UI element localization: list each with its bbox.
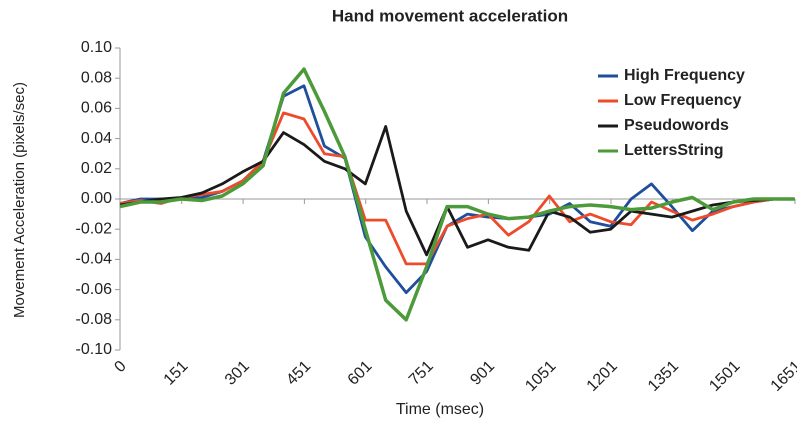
x-tick-label: 1351 bbox=[645, 358, 682, 395]
x-tick-label: 151 bbox=[161, 358, 192, 389]
y-tick-label: 0.08 bbox=[81, 69, 112, 86]
y-tick-label: -0.02 bbox=[76, 220, 113, 237]
y-tick-label: 0.04 bbox=[81, 130, 112, 147]
x-tick-label: 0 bbox=[111, 358, 129, 376]
y-tick-label: 0.00 bbox=[81, 190, 112, 207]
chart-title: Hand movement acceleration bbox=[332, 6, 568, 25]
x-tick-label: 751 bbox=[406, 358, 437, 389]
y-axis-label: Movement Acceleration (pixels/sec) bbox=[11, 82, 28, 318]
series-line bbox=[119, 125, 795, 257]
x-tick-label: 901 bbox=[467, 358, 498, 389]
x-tick-label: 451 bbox=[283, 358, 314, 389]
legend-label: LettersString bbox=[624, 142, 724, 159]
legend-label: High Frequency bbox=[624, 67, 745, 84]
y-tick-label: -0.04 bbox=[76, 251, 113, 268]
legend-label: Pseudowords bbox=[624, 117, 729, 134]
x-tick-label: 1501 bbox=[706, 358, 743, 395]
y-tick-label: -0.08 bbox=[76, 311, 113, 328]
series-line bbox=[119, 111, 795, 266]
y-tick-label: 0.02 bbox=[81, 160, 112, 177]
x-tick-label: 1051 bbox=[522, 358, 559, 395]
x-tick-label: 1651 bbox=[768, 358, 797, 395]
y-tick-label: -0.10 bbox=[76, 341, 113, 358]
x-tick-label: 301 bbox=[222, 358, 253, 389]
y-tick-label: 0.10 bbox=[81, 39, 112, 56]
x-axis-label: Time (msec) bbox=[396, 401, 484, 418]
series-line bbox=[119, 67, 795, 322]
y-tick-label: 0.06 bbox=[81, 100, 112, 117]
x-tick-label: 1201 bbox=[584, 358, 621, 395]
legend-label: Low Frequency bbox=[624, 92, 741, 109]
x-tick-label: 601 bbox=[345, 358, 376, 389]
y-tick-label: -0.06 bbox=[76, 281, 113, 298]
